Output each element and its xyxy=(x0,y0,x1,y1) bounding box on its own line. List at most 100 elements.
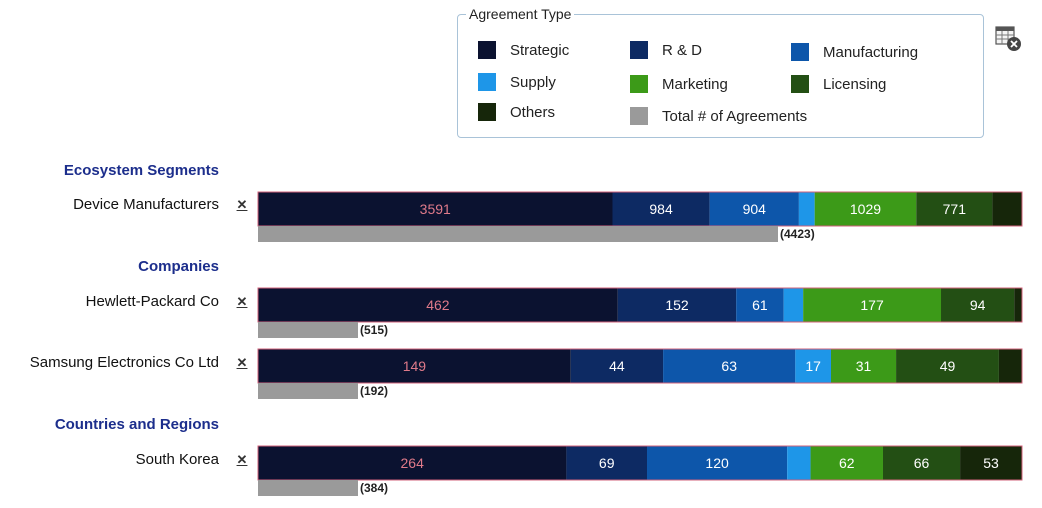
total-bar[interactable] xyxy=(258,322,358,338)
legend-swatch xyxy=(630,75,648,93)
bar-segment-label: 904 xyxy=(743,201,767,217)
bar-segment-label: 462 xyxy=(426,297,450,313)
bar-segment-strategic[interactable] xyxy=(258,192,613,226)
bar-segment-label: 120 xyxy=(705,455,729,471)
bar-segment-r-d[interactable] xyxy=(566,446,648,480)
bar-segment-manufacturing[interactable] xyxy=(736,288,784,322)
legend-swatch xyxy=(630,41,648,59)
legend-label: Total # of Agreements xyxy=(662,107,808,125)
bar-row[interactable]: 462 152 61 177 94 (515) xyxy=(257,287,1023,338)
legend-item-strategic[interactable]: Strategic xyxy=(478,41,569,59)
legend-item-licensing[interactable]: Licensing xyxy=(791,75,886,93)
bar-segment-label: 984 xyxy=(649,201,673,217)
table-settings-icon[interactable] xyxy=(994,24,1024,54)
bar-segment-others[interactable] xyxy=(1014,288,1022,322)
remove-row-samsung-icon[interactable]: ✕ xyxy=(236,355,248,370)
legend-label: Others xyxy=(510,103,556,121)
bar-segment-others[interactable] xyxy=(998,349,1022,383)
bar-segment-label: 3591 xyxy=(420,201,451,217)
legend-title: Agreement Type xyxy=(466,6,575,22)
bar-segment-label: 94 xyxy=(970,297,986,313)
bar-segment-licensing[interactable] xyxy=(896,349,999,383)
bar-segment-label: 1029 xyxy=(850,201,881,217)
bar-segment-supply[interactable] xyxy=(783,288,804,322)
total-label: (384) xyxy=(360,481,388,495)
legend-item-r-d[interactable]: R & D xyxy=(630,41,702,59)
bar-row[interactable]: 149 44 63 17 31 49 (192) xyxy=(257,348,1023,399)
remove-row-device-manufacturers-icon[interactable]: ✕ xyxy=(236,197,248,212)
bar-segment-marketing[interactable] xyxy=(810,446,883,480)
bar-segment-label: 264 xyxy=(401,455,425,471)
legend-item-marketing[interactable]: Marketing xyxy=(630,75,728,93)
bar-segment-supply[interactable] xyxy=(795,349,831,383)
remove-row-south-korea-icon[interactable]: ✕ xyxy=(236,452,248,467)
legend-swatch xyxy=(630,107,648,125)
bar-segment-r-d[interactable] xyxy=(612,192,710,226)
legend-label: Supply xyxy=(510,73,556,91)
section-heading-ecosystem: Ecosystem Segments xyxy=(63,162,219,179)
section-heading-countries: Countries and Regions xyxy=(54,416,219,433)
bar-segment-marketing[interactable] xyxy=(803,288,942,322)
bar-segment-label: 63 xyxy=(721,358,737,374)
bar-segment-label: 61 xyxy=(752,297,768,313)
total-bar[interactable] xyxy=(258,383,358,399)
legend-swatch xyxy=(478,41,496,59)
bar-outline xyxy=(257,445,1023,481)
legend-item-supply[interactable]: Supply xyxy=(478,73,556,91)
bar-segment-label: 17 xyxy=(805,358,821,374)
total-label: (192) xyxy=(360,384,388,398)
bar-segment-label: 44 xyxy=(609,358,625,374)
section-heading-companies: Companies xyxy=(138,258,219,275)
bar-segment-marketing[interactable] xyxy=(814,192,917,226)
legend-swatch xyxy=(478,73,496,91)
bar-segment-supply[interactable] xyxy=(798,192,815,226)
bar-segment-strategic[interactable] xyxy=(258,446,567,480)
legend-label: Marketing xyxy=(662,75,728,93)
legend-swatch xyxy=(791,75,809,93)
bar-segment-licensing[interactable] xyxy=(916,192,993,226)
bar-outline xyxy=(257,348,1023,384)
bar-segment-label: 69 xyxy=(599,455,615,471)
total-label: (515) xyxy=(360,323,388,337)
bar-segment-licensing[interactable] xyxy=(882,446,961,480)
bar-segment-label: 152 xyxy=(665,297,689,313)
total-bar[interactable] xyxy=(258,226,778,242)
total-bar[interactable] xyxy=(258,480,358,496)
bar-segment-label: 31 xyxy=(856,358,872,374)
legend-item-others[interactable]: Others xyxy=(478,103,555,121)
row-label-samsung: Samsung Electronics Co Ltd xyxy=(29,354,219,371)
legend-label: Strategic xyxy=(510,41,570,59)
bar-segment-strategic[interactable] xyxy=(258,349,571,383)
bar-segment-marketing[interactable] xyxy=(831,349,897,383)
legend-label: Manufacturing xyxy=(823,43,919,61)
bar-segment-manufacturing[interactable] xyxy=(647,446,788,480)
bar-segment-others[interactable] xyxy=(992,192,1022,226)
bar-segment-strategic[interactable] xyxy=(258,288,618,322)
bar-segment-manufacturing[interactable] xyxy=(663,349,796,383)
bar-segment-label: 49 xyxy=(940,358,956,374)
bar-row[interactable]: 3591 984 904 1029 771 (4423) xyxy=(257,191,1023,242)
legend-item-manufacturing[interactable]: Manufacturing xyxy=(791,43,918,61)
bar-segment-manufacturing[interactable] xyxy=(709,192,799,226)
bar-segment-label: 62 xyxy=(839,455,855,471)
row-label-hewlett-packard: Hewlett-Packard Co xyxy=(85,293,219,310)
legend-swatch xyxy=(478,103,496,121)
bar-segment-label: 177 xyxy=(860,297,884,313)
bar-segment-r-d[interactable] xyxy=(570,349,664,383)
legend: Agreement Type Strategic R & D Manufacturi… xyxy=(457,6,984,138)
bar-segment-licensing[interactable] xyxy=(941,288,1015,322)
bar-segment-supply[interactable] xyxy=(787,446,811,480)
legend-label: R & D xyxy=(662,41,703,59)
legend-item-total-of-agreements[interactable]: Total # of Agreements xyxy=(630,107,807,125)
bar-segment-label: 66 xyxy=(914,455,930,471)
legend-swatch xyxy=(791,43,809,61)
bar-row[interactable]: 264 69 120 62 66 53 (384) xyxy=(257,445,1023,496)
legend-label: Licensing xyxy=(823,75,887,93)
bar-segment-label: 149 xyxy=(403,358,427,374)
bar-segment-r-d[interactable] xyxy=(617,288,737,322)
remove-row-hewlett-packard-icon[interactable]: ✕ xyxy=(236,294,248,309)
row-label-south-korea: South Korea xyxy=(135,451,219,468)
bar-segment-label: 53 xyxy=(983,455,999,471)
bar-segment-others[interactable] xyxy=(960,446,1022,480)
